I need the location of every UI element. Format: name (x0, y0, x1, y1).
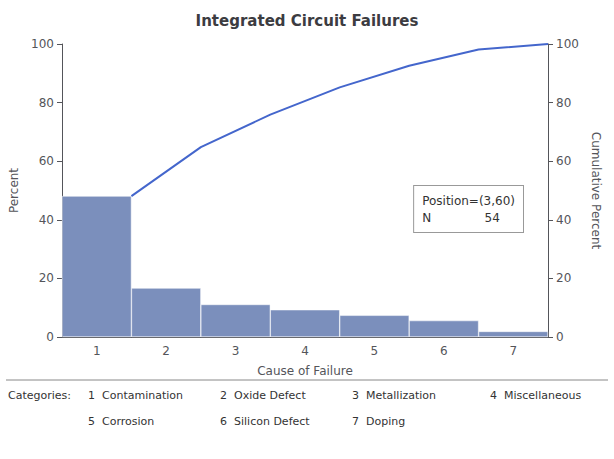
svg-text:2: 2 (220, 389, 227, 402)
svg-text:Oxide Defect: Oxide Defect (234, 389, 306, 402)
svg-text:Cause of Failure: Cause of Failure (257, 364, 353, 378)
svg-text:80: 80 (39, 96, 54, 110)
svg-text:6: 6 (220, 415, 227, 428)
svg-text:2: 2 (162, 344, 170, 358)
svg-text:40: 40 (556, 213, 571, 227)
svg-text:Contamination: Contamination (102, 389, 183, 402)
svg-text:7: 7 (509, 344, 517, 358)
svg-text:Integrated Circuit Failures: Integrated Circuit Failures (196, 12, 419, 30)
svg-text:40: 40 (39, 213, 54, 227)
svg-text:20: 20 (39, 271, 54, 285)
svg-text:1: 1 (88, 389, 95, 402)
svg-text:100: 100 (31, 37, 54, 51)
svg-text:4: 4 (301, 344, 309, 358)
svg-text:Miscellaneous: Miscellaneous (504, 389, 581, 402)
svg-text:0: 0 (556, 330, 564, 344)
svg-text:Metallization: Metallization (366, 389, 436, 402)
svg-text:0: 0 (46, 330, 54, 344)
svg-text:Position=(3,60): Position=(3,60) (422, 194, 515, 208)
svg-text:N 54: N 54 (422, 211, 500, 225)
svg-text:Doping: Doping (366, 415, 405, 428)
svg-text:Percent: Percent (7, 168, 21, 213)
svg-text:1: 1 (93, 344, 101, 358)
svg-text:Silicon Defect: Silicon Defect (234, 415, 310, 428)
svg-text:60: 60 (39, 154, 54, 168)
svg-text:3: 3 (352, 389, 359, 402)
svg-text:80: 80 (556, 96, 571, 110)
svg-text:Corrosion: Corrosion (102, 415, 154, 428)
svg-text:Cumulative Percent: Cumulative Percent (589, 132, 603, 250)
svg-text:5: 5 (88, 415, 95, 428)
svg-text:6: 6 (440, 344, 448, 358)
svg-text:100: 100 (556, 37, 579, 51)
svg-text:7: 7 (352, 415, 359, 428)
svg-text:60: 60 (556, 154, 571, 168)
svg-text:Categories:: Categories: (8, 389, 71, 402)
svg-text:20: 20 (556, 271, 571, 285)
svg-text:3: 3 (232, 344, 240, 358)
svg-text:5: 5 (371, 344, 379, 358)
svg-text:4: 4 (490, 389, 497, 402)
